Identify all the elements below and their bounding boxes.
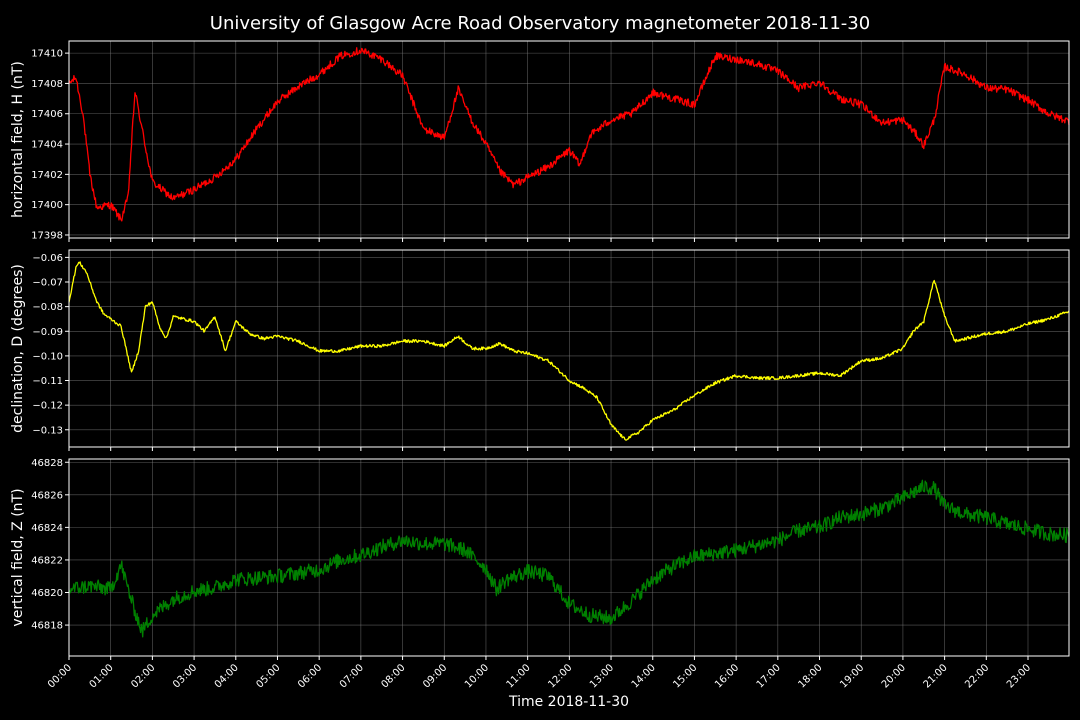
series-line-panel-1 (68, 47, 1070, 222)
y-tick-label: −0.06 (32, 253, 63, 264)
y-tick-label: −0.10 (32, 351, 63, 362)
x-tick-label: 02:00 (129, 662, 157, 690)
y-tick-label: 17404 (31, 140, 63, 151)
y-tick-label: 17398 (31, 230, 63, 241)
plot-frame (68, 249, 1070, 448)
x-tick-label: 04:00 (213, 662, 241, 690)
x-tick-label: 20:00 (880, 662, 908, 690)
y-tick-label: 46826 (31, 490, 63, 501)
y-tick-label: 46820 (31, 588, 63, 599)
x-tick-label: 17:00 (755, 662, 783, 690)
y-axis-label: vertical field, Z (nT) (10, 488, 26, 626)
x-tick-label: 03:00 (171, 662, 199, 690)
y-tick-label: 46818 (31, 621, 63, 632)
chart-panels: 17398 17400 17402 17404 17406 17408 17410 horiz… (10, 40, 1070, 691)
x-tick-label: 19:00 (838, 662, 866, 690)
plot-frame (68, 40, 1070, 239)
x-tick-label: 18:00 (796, 662, 824, 690)
x-tick-label: 16:00 (713, 662, 741, 690)
y-tick-label: −0.07 (32, 278, 63, 289)
x-tick-label: 05:00 (254, 662, 282, 690)
y-tick-label: 17400 (31, 200, 63, 211)
x-tick-label: 15:00 (671, 662, 699, 690)
chart-title: University of Glasgow Acre Road Observat… (210, 13, 870, 34)
x-tick-label: 09:00 (421, 662, 449, 690)
y-tick-label: 17408 (31, 79, 63, 90)
x-tick-label: 21:00 (922, 662, 950, 690)
y-tick-label: −0.09 (32, 327, 63, 338)
y-tick-label: 46824 (31, 523, 63, 534)
x-tick-label: 22:00 (963, 662, 991, 690)
plot-frame (68, 458, 1070, 657)
y-tick-label: −0.13 (32, 425, 63, 436)
x-tick-label: 01:00 (88, 662, 116, 690)
y-axis-label: declination, D (degrees) (10, 264, 26, 433)
x-axis-label: Time 2018-11-30 (508, 694, 629, 710)
x-tick-label: 13:00 (588, 662, 616, 690)
y-tick-label: 46822 (31, 555, 63, 566)
y-tick-label: −0.12 (32, 401, 63, 412)
x-tick-label: 06:00 (296, 662, 324, 690)
y-tick-label: 46828 (31, 458, 63, 469)
x-tick-label: 11:00 (505, 662, 533, 690)
y-tick-label: 17402 (31, 170, 63, 181)
x-tick-label: 14:00 (630, 662, 658, 690)
series-line-panel-2 (68, 261, 1070, 441)
y-tick-label: −0.08 (32, 302, 63, 313)
panel-3: 46818 46820 46822 46824 46826 46828 vertical f… (10, 458, 1070, 660)
y-tick-label: −0.11 (32, 376, 63, 387)
x-tick-label: 07:00 (338, 662, 366, 690)
x-tick-label: 12:00 (546, 662, 574, 690)
y-tick-label: 17410 (31, 49, 63, 60)
panel-1: 17398 17400 17402 17404 17406 17408 17410 horiz… (10, 40, 1070, 242)
x-tick-label: 23:00 (1005, 662, 1033, 690)
x-tick-label: 10:00 (463, 662, 491, 690)
y-tick-label: 17406 (31, 109, 63, 120)
x-tick-label: 00:00 (46, 662, 74, 690)
panel-2: −0.13 −0.12 −0.11 −0.10 −0.09 −0.08 −0.07 −0.06… (10, 249, 1070, 451)
y-axis-label: horizontal field, H (nT) (10, 61, 26, 218)
series-line-panel-3 (68, 479, 1070, 638)
x-tick-label: 08:00 (380, 662, 408, 690)
